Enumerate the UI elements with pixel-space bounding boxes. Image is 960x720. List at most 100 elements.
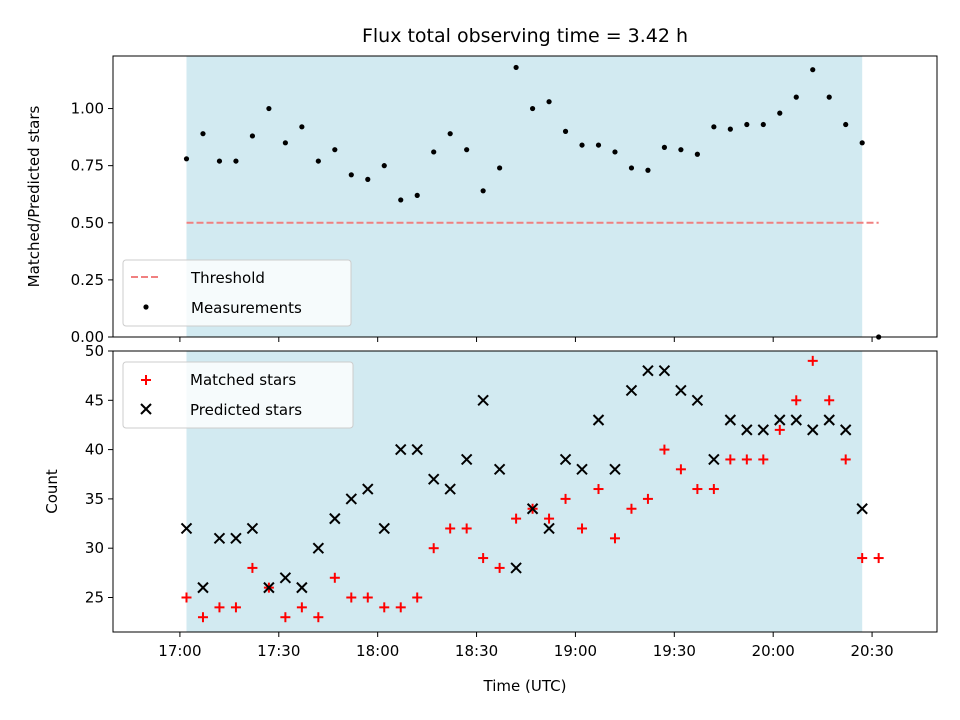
measurement-point [694, 151, 700, 157]
matched-stars-point [675, 464, 686, 475]
ratio-y-tick-label: 0.00 [71, 328, 104, 346]
predicted-stars-point [708, 453, 720, 466]
matched-stars-point [445, 523, 456, 534]
matched-legend-swatch [141, 375, 151, 385]
matched-stars-point [626, 503, 637, 514]
predicted-legend-label: Predicted stars [190, 401, 302, 419]
predicted-stars-point [543, 522, 555, 535]
measurement-point [711, 124, 717, 130]
time-x-ticks: 17:00 17:30 18:00 18:30 19:00 19:30 20:00 20:30 [158, 632, 894, 660]
matched-stars-point [395, 602, 406, 613]
measurement-point [200, 131, 206, 137]
ratio-legend: Threshold Measurements [122, 259, 352, 327]
matched-stars-point [840, 454, 851, 465]
predicted-legend-swatch [140, 403, 152, 415]
ratio-legend-box [122, 259, 352, 327]
matched-stars-point [428, 543, 439, 554]
predicted-stars-point [691, 394, 704, 407]
predicted-stars-point [592, 414, 605, 426]
matched-stars-point [511, 513, 522, 524]
measurement-point [299, 124, 305, 130]
measurement-point [529, 105, 536, 112]
matched-stars-point [313, 612, 324, 623]
matched-stars-point [642, 493, 653, 504]
matched-stars-point [247, 562, 258, 573]
predicted-stars-point [856, 503, 868, 515]
predicted-stars-point [460, 453, 473, 466]
measurement-point [414, 192, 420, 198]
measurements-legend-label: Measurements [191, 299, 302, 317]
measurement-point [480, 188, 486, 194]
matched-stars-point [346, 592, 357, 603]
ratio-panel: 0.00 0.25 0.50 0.75 1.00 Flux total observin… [25, 25, 938, 346]
measurement-point [315, 158, 321, 164]
predicted-stars-point [477, 394, 489, 407]
matched-stars-point [379, 602, 390, 613]
matched-stars-point [725, 454, 736, 465]
matched-stars-point [181, 592, 192, 603]
predicted-stars-point [493, 463, 506, 476]
matched-stars-point [758, 454, 769, 465]
matched-stars-point [609, 533, 620, 544]
time-x-tick-label: 17:30 [257, 642, 300, 660]
matched-stars-point [577, 523, 588, 534]
ratio-y-ticks: 0.00 0.25 0.50 0.75 1.00 [71, 100, 113, 346]
matched-stars-point [461, 523, 472, 534]
measurement-point [760, 121, 766, 128]
matched-stars-point [659, 444, 670, 455]
ratio-y-axis-label: Matched/Predicted stars [25, 106, 43, 288]
predicted-stars-point [724, 414, 737, 426]
predicted-stars-point [559, 453, 572, 466]
predicted-stars-point [362, 483, 374, 495]
count-y-tick-label: 50 [85, 342, 104, 360]
predicted-stars-point [609, 463, 621, 476]
measurement-point [678, 147, 684, 153]
predicted-stars-point [807, 424, 819, 436]
predicted-stars-point [526, 503, 539, 515]
count-y-ticks: 25 30 35 40 45 50 [85, 342, 113, 606]
predicted-stars-point [823, 414, 835, 426]
time-x-tick-label: 18:00 [356, 642, 399, 660]
matched-stars-point [296, 602, 307, 613]
measurement-point [183, 156, 190, 162]
matched-stars-point [362, 592, 373, 603]
predicted-stars-point [625, 384, 638, 397]
predicted-stars-point [757, 424, 770, 436]
matched-stars-point [197, 612, 208, 623]
matched-stars-point [824, 395, 835, 406]
count-panel: 25 30 35 40 45 50 17:00 17:30 18:00 18:30 19:00 19… [43, 342, 938, 695]
predicted-stars-point [345, 493, 358, 505]
time-x-tick-label: 19:00 [554, 642, 597, 660]
predicted-stars-point [395, 443, 407, 456]
matched-stars-point [494, 562, 505, 573]
predicted-stars-point [263, 581, 275, 594]
predicted-stars-point [246, 522, 259, 535]
measurement-point [365, 176, 371, 182]
matched-stars-point [280, 612, 291, 623]
matched-stars-point [214, 602, 225, 613]
count-y-tick-label: 35 [85, 490, 104, 508]
count-points [180, 355, 884, 623]
ratio-y-tick-label: 0.75 [71, 157, 104, 175]
measurement-point [727, 126, 733, 132]
predicted-stars-point [197, 581, 209, 594]
measurement-point [249, 133, 256, 139]
matched-stars-point [857, 553, 868, 564]
predicted-stars-point [444, 483, 456, 495]
predicted-stars-point [642, 365, 654, 377]
time-x-tick-label: 20:30 [850, 642, 893, 660]
measurements-points [183, 64, 882, 340]
matched-stars-point [873, 553, 884, 564]
predicted-stars-point [378, 522, 390, 535]
measurement-point [513, 64, 519, 71]
count-y-tick-label: 40 [85, 441, 104, 459]
predicted-stars-point [180, 522, 193, 535]
measurement-point [793, 94, 799, 100]
predicted-stars-point [576, 463, 588, 476]
matched-stars-point [544, 513, 555, 524]
measurement-point [447, 131, 453, 137]
measurement-point [628, 165, 635, 171]
matched-stars-point [230, 602, 241, 613]
count-legend: Matched stars Predicted stars [122, 361, 354, 429]
measurement-point [381, 163, 387, 169]
